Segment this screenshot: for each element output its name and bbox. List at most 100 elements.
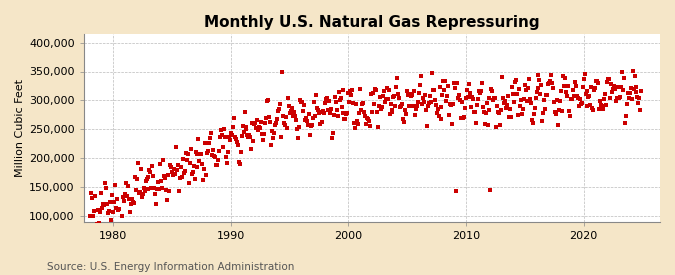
Point xyxy=(135,167,146,171)
Point xyxy=(264,114,275,119)
Point xyxy=(329,95,340,100)
Point xyxy=(319,101,330,105)
Point xyxy=(587,106,598,110)
Point xyxy=(478,110,489,114)
Point xyxy=(275,102,286,107)
Point xyxy=(142,175,153,180)
Point xyxy=(541,93,551,97)
Point xyxy=(276,70,287,74)
Point xyxy=(551,112,562,116)
Point xyxy=(412,103,423,108)
Point xyxy=(468,97,479,101)
Point xyxy=(251,126,262,131)
Point xyxy=(367,91,378,95)
Point xyxy=(182,152,193,156)
Point xyxy=(360,122,371,127)
Point xyxy=(256,131,267,136)
Point xyxy=(392,76,403,81)
Point xyxy=(433,114,444,118)
Point xyxy=(102,202,113,206)
Point xyxy=(525,101,536,105)
Point xyxy=(362,116,373,121)
Point xyxy=(214,149,225,153)
Point xyxy=(263,97,273,102)
Point xyxy=(387,110,398,115)
Point xyxy=(475,88,486,93)
Point xyxy=(505,107,516,111)
Point xyxy=(490,96,501,100)
Point xyxy=(145,170,156,174)
Point xyxy=(381,86,392,90)
Point xyxy=(84,214,95,219)
Point xyxy=(371,88,381,92)
Point xyxy=(100,181,111,186)
Point xyxy=(608,87,618,92)
Point xyxy=(180,169,190,173)
Point xyxy=(106,218,117,222)
Point xyxy=(589,87,600,92)
Point xyxy=(279,123,290,127)
Point xyxy=(358,101,369,105)
Point xyxy=(479,121,490,126)
Point xyxy=(128,201,139,206)
Point xyxy=(577,85,588,89)
Point xyxy=(460,106,470,110)
Point xyxy=(200,141,211,146)
Point xyxy=(477,80,487,85)
Point xyxy=(472,97,483,101)
Point xyxy=(421,124,432,128)
Point xyxy=(112,197,123,201)
Point xyxy=(519,82,530,87)
Point xyxy=(315,110,326,114)
Point xyxy=(462,88,472,92)
Point xyxy=(236,133,247,138)
Point xyxy=(89,194,100,198)
Point xyxy=(523,77,534,81)
Point xyxy=(614,96,624,100)
Point xyxy=(529,105,540,110)
Point xyxy=(538,111,549,115)
Point xyxy=(526,118,537,122)
Point xyxy=(294,125,305,129)
Point xyxy=(612,96,622,101)
Point xyxy=(416,102,427,106)
Point xyxy=(477,105,488,109)
Point xyxy=(228,116,239,120)
Point xyxy=(614,95,625,100)
Point xyxy=(153,180,164,185)
Point xyxy=(340,116,351,121)
Point xyxy=(232,140,242,144)
Point xyxy=(156,179,167,183)
Point xyxy=(442,94,453,98)
Point xyxy=(549,100,560,105)
Point xyxy=(603,77,614,82)
Point xyxy=(492,104,503,108)
Point xyxy=(394,96,405,100)
Point xyxy=(159,174,169,178)
Point xyxy=(178,157,188,161)
Point xyxy=(149,186,160,190)
Point xyxy=(141,177,152,181)
Point xyxy=(531,90,542,95)
Point xyxy=(87,214,98,218)
Point xyxy=(157,186,167,191)
Point xyxy=(434,84,445,89)
Point xyxy=(344,100,355,104)
Point xyxy=(246,147,256,152)
Point xyxy=(510,78,521,83)
Point xyxy=(497,75,508,80)
Point xyxy=(107,193,117,197)
Point xyxy=(448,101,458,106)
Point xyxy=(469,110,480,114)
Point xyxy=(160,176,171,181)
Point xyxy=(631,84,642,89)
Point xyxy=(306,123,317,127)
Point xyxy=(376,105,387,110)
Point xyxy=(176,175,187,179)
Point xyxy=(369,102,379,106)
Point xyxy=(453,95,464,100)
Point xyxy=(439,88,450,92)
Point xyxy=(325,110,335,115)
Point xyxy=(416,74,427,78)
Point xyxy=(224,138,235,142)
